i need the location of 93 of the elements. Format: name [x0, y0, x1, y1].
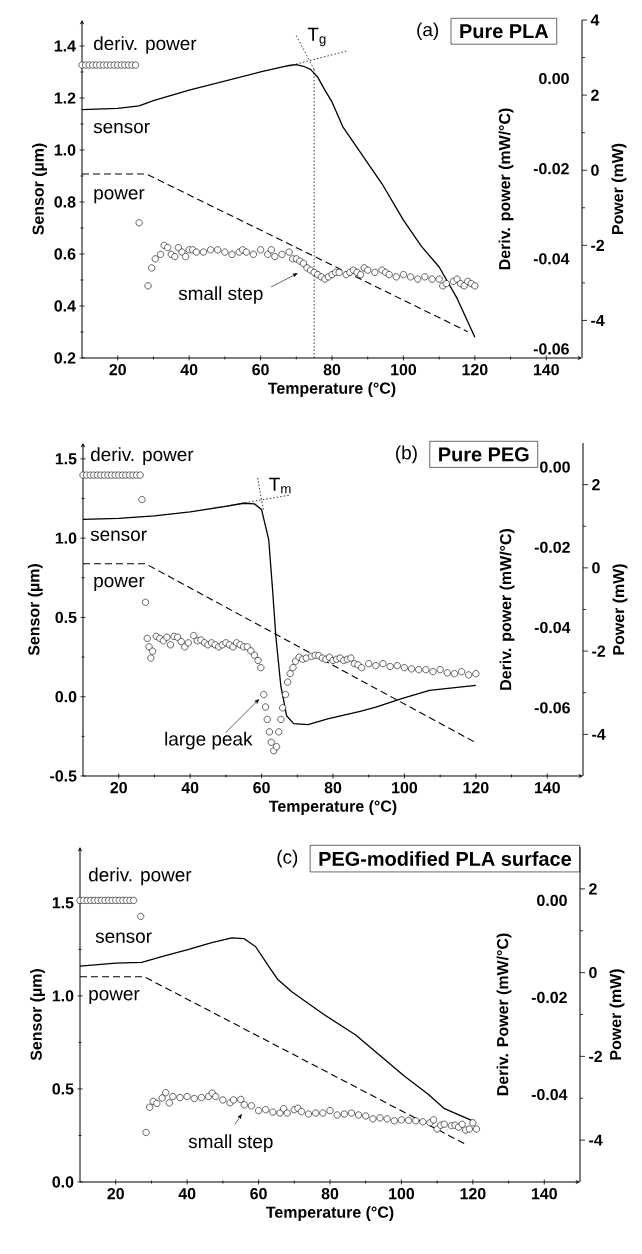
- x-tick-label: 80: [323, 364, 341, 376]
- y2-tick-label: -0.04: [531, 1088, 568, 1101]
- y-tick-label: 0.4: [54, 300, 76, 312]
- y-tick-label: 1.0: [54, 144, 76, 156]
- y3-axis-title: Power (mW): [609, 969, 625, 1060]
- y-tick-label: -0.5: [50, 770, 77, 782]
- y2-tick-label: -0.04: [533, 253, 570, 265]
- y2-tick-label: 0.00: [540, 461, 570, 473]
- x-axis-title: Temperature (°C): [266, 1206, 394, 1222]
- annotation: (b): [396, 445, 417, 464]
- y3-tick-label: -4: [589, 1134, 603, 1146]
- x-tick-label: 100: [391, 364, 417, 376]
- y2-tick-label: -0.02: [534, 541, 570, 553]
- y-tick-label: 1.2: [54, 92, 76, 104]
- y3-tick-label: -2: [591, 239, 605, 251]
- x-tick-label: 40: [178, 1188, 196, 1200]
- y2-tick-label: 0.00: [537, 894, 567, 907]
- x-tick-label: 140: [534, 782, 560, 794]
- x-tick-label: 60: [253, 782, 270, 794]
- y-tick-label: 0.2: [54, 352, 76, 364]
- x-axis-title: Temperature (°C): [268, 382, 396, 397]
- y2-axis-title: Deriv. power (mW/°C): [498, 108, 514, 270]
- x-tick-label: 140: [533, 364, 559, 376]
- x-tick-label: 40: [180, 364, 198, 376]
- y-axis-title: Sensor (µm): [27, 564, 43, 656]
- series-label: power: [94, 189, 145, 204]
- y2-axis-title: Deriv. Power (mW/°C): [496, 933, 512, 1096]
- y-tick-label: 1.0: [52, 990, 74, 1002]
- y-tick-label: 1.0: [55, 532, 77, 544]
- y3-tick-label: 0: [589, 966, 597, 979]
- y3-tick-label: -2: [589, 1050, 603, 1062]
- y-axis-title: Sensor (µm): [30, 969, 45, 1061]
- annotation: (c): [277, 849, 298, 868]
- legend-label: deriv. power: [94, 36, 197, 54]
- annotation: T$_{m}$: [269, 477, 291, 494]
- y2-tick-label: -0.06: [533, 343, 569, 355]
- annotation: large peak: [165, 731, 253, 750]
- x-tick-label: 20: [109, 364, 126, 376]
- x-tick-label: 60: [252, 364, 269, 376]
- annotation: T$_{g}$: [307, 27, 326, 47]
- y2-tick-label: -0.02: [533, 163, 569, 175]
- y-tick-label: 0.8: [54, 196, 76, 208]
- x-tick-label: 120: [460, 1188, 486, 1200]
- x-tick-label: 20: [107, 1188, 124, 1200]
- y-tick-label: 1.5: [55, 453, 77, 465]
- series-label: sensor: [93, 122, 150, 134]
- legend-label: deriv. power: [91, 447, 194, 465]
- y3-axis-title: Power (mW): [611, 143, 627, 234]
- y3-tick-label: 2: [589, 883, 597, 895]
- y3-tick-label: -4: [592, 728, 606, 740]
- y3-tick-label: -4: [591, 314, 605, 326]
- y3-tick-label: 2: [592, 479, 600, 491]
- annotation: small step: [188, 1134, 273, 1152]
- y3-tick-label: 0: [592, 562, 600, 574]
- chart-title: PEG-modified PLA surface: [319, 851, 572, 866]
- y-tick-label: 0.0: [52, 1176, 74, 1188]
- y3-axis-title: Power (mW): [612, 564, 628, 655]
- y-tick-label: 1.5: [52, 897, 74, 909]
- chart-title: Pure PEG: [439, 447, 529, 462]
- x-tick-label: 140: [531, 1188, 557, 1200]
- y-axis-title: Sensor (µm): [32, 143, 47, 235]
- y2-axis-title: Deriv. power (mW/°C): [499, 529, 515, 690]
- x-tick-label: 100: [392, 782, 418, 794]
- x-tick-label: 120: [463, 782, 489, 794]
- y-tick-label: 0.0: [55, 691, 77, 703]
- x-tick-label: 80: [324, 782, 342, 794]
- y-tick-label: 0.5: [52, 1083, 74, 1095]
- annotation: (a): [417, 22, 439, 41]
- x-tick-label: 40: [181, 782, 199, 794]
- y-tick-label: 1.4: [54, 40, 76, 52]
- annotation: small step: [178, 286, 263, 304]
- series-label: power: [94, 576, 145, 592]
- series-label: sensor: [90, 530, 147, 541]
- x-axis-title: Temperature (°C): [269, 800, 397, 815]
- x-tick-label: 120: [462, 364, 488, 376]
- y3-tick-label: 0: [591, 164, 599, 176]
- y-tick-label: 0.6: [54, 248, 76, 260]
- y3-tick-label: 4: [590, 14, 600, 26]
- y2-tick-label: -0.04: [534, 621, 571, 634]
- series-label: sensor: [95, 932, 152, 943]
- y2-tick-label: -0.06: [534, 702, 570, 714]
- y2-tick-label: -0.02: [531, 991, 567, 1004]
- y3-tick-label: 2: [591, 89, 599, 101]
- x-tick-label: 60: [250, 1188, 267, 1200]
- y3-tick-label: -2: [592, 645, 606, 657]
- x-tick-label: 80: [321, 1188, 339, 1200]
- series-label: power: [89, 990, 140, 1005]
- x-tick-label: 100: [389, 1188, 415, 1200]
- x-tick-label: 20: [110, 782, 127, 794]
- y-tick-label: 0.5: [55, 611, 77, 624]
- legend-label: deriv. power: [89, 867, 192, 886]
- chart-title: Pure PLA: [460, 24, 549, 39]
- y2-tick-label: 0.00: [539, 72, 569, 85]
